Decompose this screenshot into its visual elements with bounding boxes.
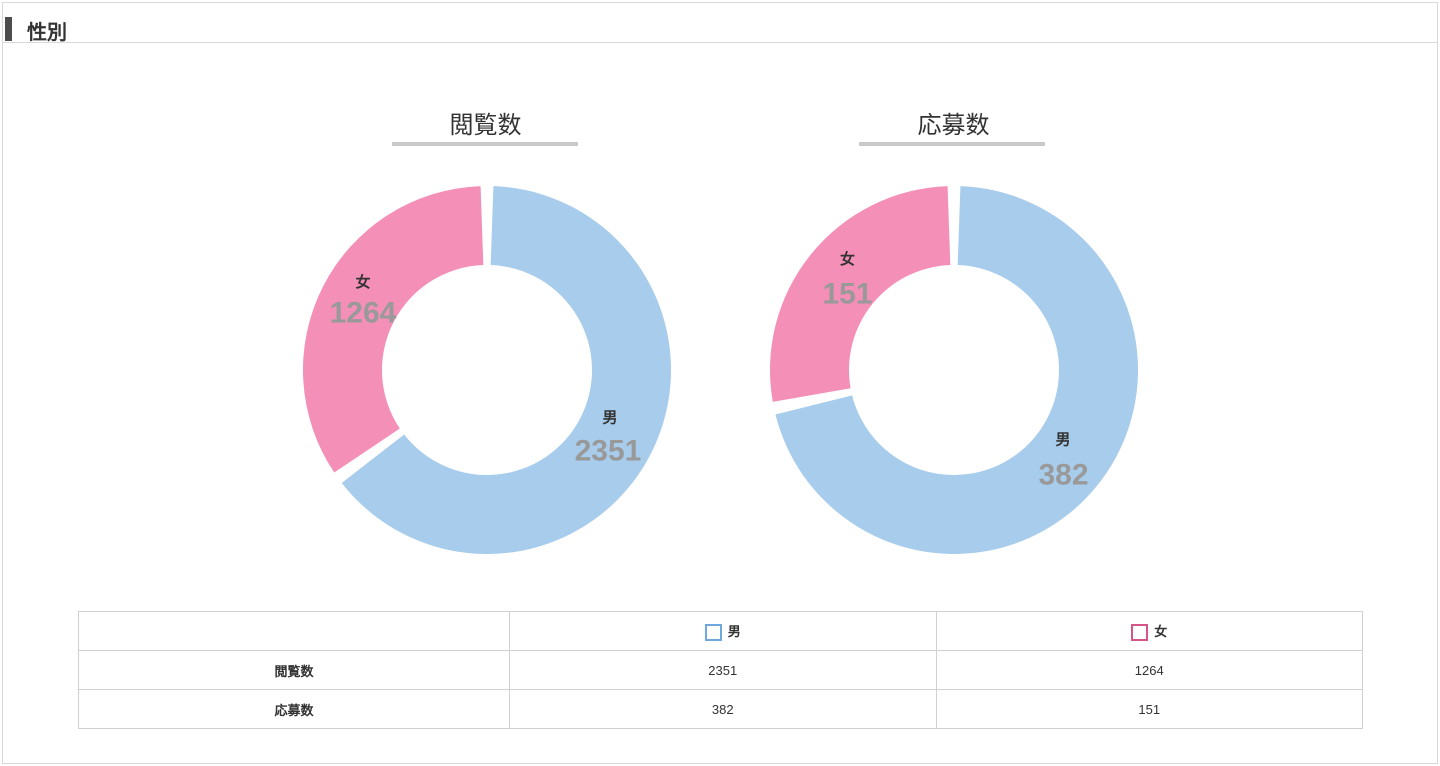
svg-text:男: 男 bbox=[1055, 432, 1070, 449]
svg-text:2351: 2351 bbox=[575, 435, 642, 468]
svg-text:女: 女 bbox=[840, 250, 855, 268]
svg-text:382: 382 bbox=[1038, 459, 1088, 492]
svg-text:男: 男 bbox=[602, 410, 617, 427]
svg-text:1264: 1264 bbox=[330, 297, 397, 330]
svg-text:151: 151 bbox=[822, 278, 872, 311]
svg-text:女: 女 bbox=[355, 273, 370, 291]
